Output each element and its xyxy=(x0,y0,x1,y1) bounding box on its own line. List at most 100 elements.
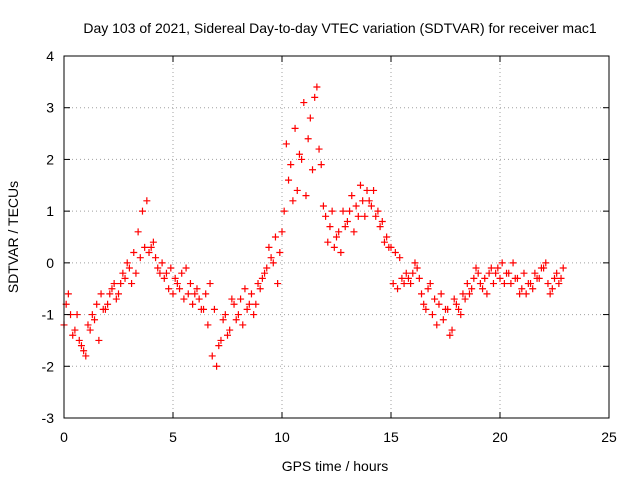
y-tick-label: 1 xyxy=(46,203,54,219)
data-point xyxy=(239,321,247,329)
data-point xyxy=(522,290,530,298)
data-point xyxy=(483,290,491,298)
data-point xyxy=(529,285,537,293)
y-tick-label: 2 xyxy=(46,151,54,167)
x-tick-label: 20 xyxy=(492,429,508,445)
data-point xyxy=(280,207,288,215)
data-point xyxy=(293,186,301,194)
y-tick-label: -2 xyxy=(42,358,55,374)
data-point xyxy=(274,280,282,288)
data-point xyxy=(121,274,129,282)
data-point xyxy=(319,202,327,210)
data-point xyxy=(167,264,175,272)
data-point xyxy=(169,290,177,298)
data-point xyxy=(228,295,236,303)
data-point xyxy=(557,274,565,282)
data-point xyxy=(328,207,336,215)
data-point xyxy=(160,274,168,282)
data-point xyxy=(407,280,415,288)
data-point xyxy=(370,186,378,194)
data-point xyxy=(219,316,227,324)
y-tick-label: 0 xyxy=(46,255,54,271)
grid-layer xyxy=(64,56,609,418)
data-point xyxy=(204,321,212,329)
x-tick-label: 0 xyxy=(60,429,68,445)
data-point xyxy=(415,274,423,282)
data-point xyxy=(265,243,273,251)
data-point xyxy=(289,197,297,205)
data-point xyxy=(115,290,122,298)
ticks-layer: 0 5 10 15 20 25 -3 -2 -1 0 1 2 3 4 xyxy=(42,48,617,445)
data-point xyxy=(267,254,275,262)
data-point xyxy=(367,202,375,210)
data-point xyxy=(165,285,173,293)
data-point xyxy=(378,217,386,225)
data-point xyxy=(224,331,231,339)
data-point xyxy=(424,285,432,293)
data-point xyxy=(531,269,539,277)
data-point xyxy=(112,295,120,303)
data-point xyxy=(494,264,502,272)
y-axis-label: SDTVAR / TECUs xyxy=(5,181,21,293)
data-point xyxy=(359,197,367,205)
data-point xyxy=(269,259,277,267)
data-point xyxy=(468,285,476,293)
data-point xyxy=(503,269,511,277)
data-point xyxy=(330,243,338,251)
data-point xyxy=(97,290,105,298)
data-point xyxy=(82,352,90,360)
data-point xyxy=(324,238,332,246)
data-point xyxy=(551,274,558,282)
data-point xyxy=(106,290,114,298)
data-point xyxy=(123,259,131,267)
data-point xyxy=(450,295,458,303)
data-point xyxy=(413,264,421,272)
data-point xyxy=(234,311,242,319)
data-point xyxy=(396,254,404,262)
data-point xyxy=(463,280,471,288)
data-point xyxy=(291,124,299,132)
data-point xyxy=(263,264,271,272)
data-point xyxy=(154,264,162,272)
x-tick-label: 10 xyxy=(274,429,290,445)
data-point xyxy=(372,212,380,220)
data-point xyxy=(208,352,216,360)
data-point xyxy=(147,243,155,251)
data-point xyxy=(71,326,79,334)
data-point xyxy=(376,223,384,231)
x-tick-label: 5 xyxy=(169,429,177,445)
data-point xyxy=(433,321,441,329)
data-point xyxy=(178,269,186,277)
data-point xyxy=(404,274,412,282)
data-point xyxy=(335,228,343,236)
data-point xyxy=(317,161,325,169)
data-point xyxy=(391,249,399,257)
data-point xyxy=(171,274,179,282)
data-point xyxy=(374,207,382,215)
data-point xyxy=(487,264,495,272)
data-point xyxy=(145,249,153,257)
data-point xyxy=(435,300,443,308)
data-point xyxy=(221,311,229,319)
data-point xyxy=(261,269,269,277)
data-point xyxy=(356,181,364,189)
data-point xyxy=(287,161,295,169)
data-point xyxy=(64,290,72,298)
data-point xyxy=(91,316,99,324)
data-point xyxy=(363,186,371,194)
data-point xyxy=(533,274,541,282)
data-point xyxy=(88,311,96,319)
data-point xyxy=(553,269,561,277)
data-point xyxy=(352,202,360,210)
data-point xyxy=(439,316,447,324)
data-points-layer xyxy=(60,83,567,370)
x-tick-label: 15 xyxy=(383,429,399,445)
data-point xyxy=(184,290,192,298)
data-point xyxy=(398,274,406,282)
data-point xyxy=(232,316,240,324)
data-point xyxy=(104,300,112,308)
data-point xyxy=(149,238,157,246)
data-point xyxy=(511,274,519,282)
data-point xyxy=(298,155,306,163)
